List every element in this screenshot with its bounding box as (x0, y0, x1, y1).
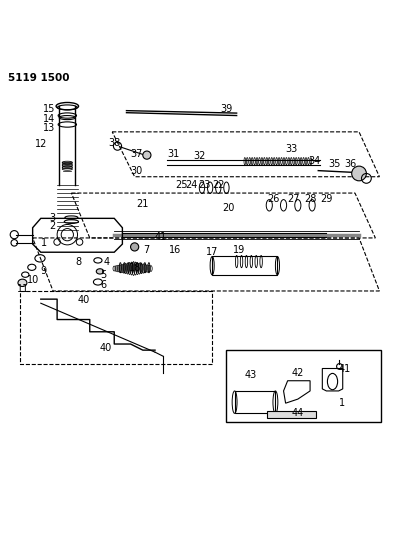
Text: 24: 24 (186, 180, 198, 190)
Text: 6: 6 (100, 280, 106, 290)
Text: 37: 37 (131, 149, 143, 159)
Text: 44: 44 (292, 408, 304, 417)
Text: 19: 19 (233, 245, 245, 255)
Text: 38: 38 (108, 138, 120, 148)
Circle shape (131, 243, 139, 251)
Text: 15: 15 (43, 104, 55, 115)
Text: 20: 20 (222, 203, 235, 213)
Text: 1: 1 (41, 238, 47, 248)
Text: 8: 8 (75, 257, 82, 268)
Bar (212, 256, 277, 274)
Text: 1: 1 (339, 398, 345, 408)
Text: 3: 3 (49, 213, 55, 223)
Text: 41: 41 (339, 365, 351, 374)
Text: 35: 35 (328, 159, 341, 168)
Text: 32: 32 (194, 150, 206, 160)
Text: 7: 7 (143, 245, 149, 255)
Text: 29: 29 (320, 194, 333, 204)
Text: 17: 17 (206, 247, 218, 257)
Ellipse shape (18, 279, 27, 287)
Text: 43: 43 (245, 369, 257, 379)
Text: 2: 2 (49, 221, 55, 231)
Bar (226, 350, 381, 422)
Text: 18: 18 (129, 263, 141, 273)
Circle shape (143, 151, 151, 159)
Ellipse shape (96, 269, 104, 274)
Text: 28: 28 (304, 194, 316, 204)
Text: 33: 33 (286, 144, 298, 154)
Text: 16: 16 (169, 245, 182, 255)
Bar (235, 391, 275, 414)
Text: 42: 42 (292, 368, 304, 377)
Text: 9: 9 (41, 266, 47, 277)
Bar (267, 411, 316, 418)
Text: 22: 22 (212, 180, 225, 190)
Text: 11: 11 (17, 284, 29, 294)
Text: 36: 36 (345, 159, 357, 168)
Text: 5119 1500: 5119 1500 (8, 72, 70, 83)
Text: 14: 14 (43, 114, 55, 124)
Circle shape (352, 166, 366, 181)
Text: 21: 21 (137, 199, 149, 209)
Text: 23: 23 (198, 180, 210, 190)
Text: 26: 26 (267, 194, 279, 204)
Text: 34: 34 (308, 156, 320, 166)
Text: 5: 5 (100, 270, 106, 280)
Text: 10: 10 (27, 274, 39, 285)
Text: 4: 4 (104, 257, 110, 268)
Text: 39: 39 (220, 104, 233, 115)
Text: 40: 40 (78, 295, 90, 305)
Text: 13: 13 (43, 123, 55, 133)
Text: 41: 41 (155, 232, 167, 242)
Text: 27: 27 (288, 194, 300, 204)
Text: 40: 40 (100, 343, 112, 353)
Text: 30: 30 (131, 166, 143, 175)
Text: 25: 25 (175, 180, 188, 190)
Text: 31: 31 (167, 149, 180, 159)
Text: 12: 12 (35, 139, 47, 149)
